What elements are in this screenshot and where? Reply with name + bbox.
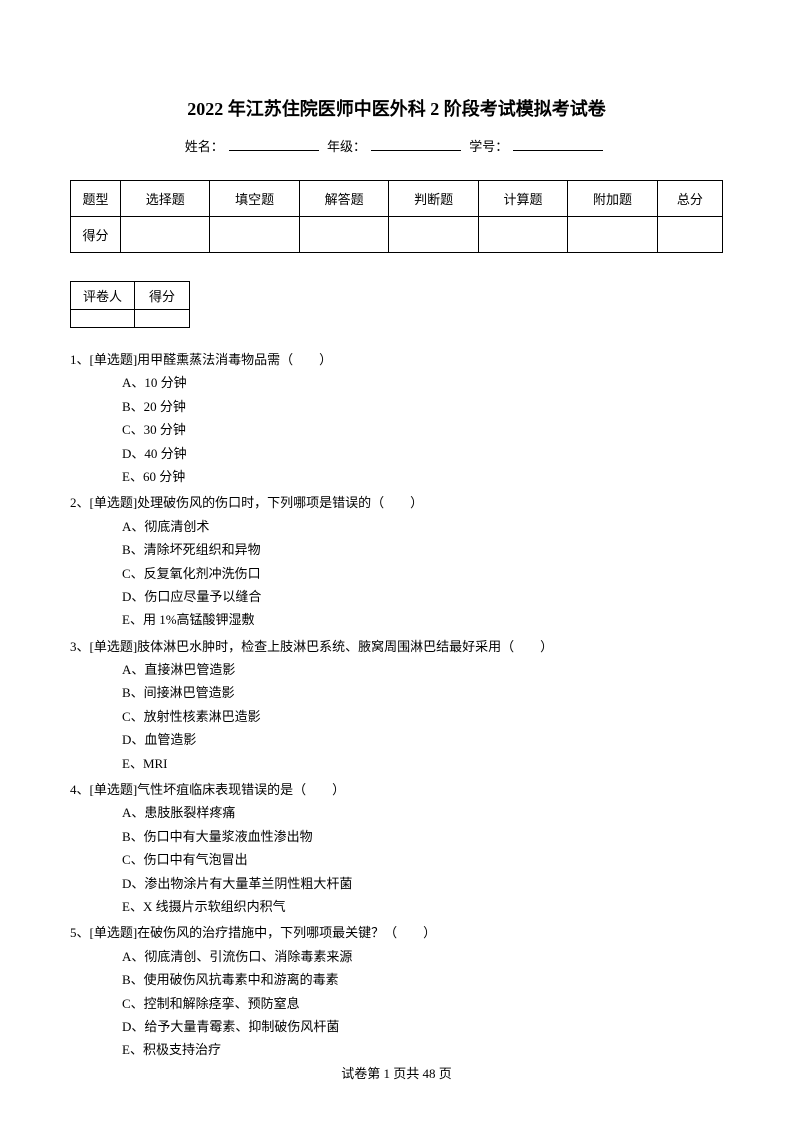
question-text: 2、[单选题]处理破伤风的伤口时，下列哪项是错误的（ ） [70,491,723,514]
option: D、血管造影 [70,728,723,751]
grade-blank [371,150,461,151]
option: C、控制和解除痉挛、预防窒息 [70,992,723,1015]
table-row [71,310,190,328]
option: C、反复氧化剂冲洗伤口 [70,562,723,585]
grader-table: 评卷人 得分 [70,281,190,328]
option: E、MRI [70,752,723,775]
type-score-table: 题型 选择题 填空题 解答题 判断题 计算题 附加题 总分 得分 [70,180,723,253]
option: B、20 分钟 [70,395,723,418]
grader-label: 评卷人 [71,282,135,310]
score-cell [135,310,190,328]
name-blank [229,150,319,151]
option: A、10 分钟 [70,371,723,394]
question-text: 1、[单选题]用甲醛熏蒸法消毒物品需（ ） [70,348,723,371]
option: D、伤口应尽量予以缝合 [70,585,723,608]
student-info: 姓名： 年级： 学号： [70,136,723,155]
question-text: 3、[单选题]肢体淋巴水肿时，检查上肢淋巴系统、腋窝周围淋巴结最好采用（ ） [70,635,723,658]
score-cell [121,217,210,253]
table-row: 得分 [71,217,723,253]
option: E、积极支持治疗 [70,1038,723,1061]
score-cell [568,217,657,253]
name-label: 姓名： [185,139,224,154]
exam-title: 2022 年江苏住院医师中医外科 2 阶段考试模拟考试卷 [70,95,723,121]
type-label: 题型 [71,181,121,217]
grader-cell [71,310,135,328]
type-header: 判断题 [389,181,478,217]
option: B、间接淋巴管造影 [70,681,723,704]
score-cell [478,217,567,253]
score-cell [299,217,388,253]
option: A、直接淋巴管造影 [70,658,723,681]
question-text: 4、[单选题]气性坏疽临床表现错误的是（ ） [70,778,723,801]
question: 3、[单选题]肢体淋巴水肿时，检查上肢淋巴系统、腋窝周围淋巴结最好采用（ ）A、… [70,635,723,775]
option: E、X 线摄片示软组织内积气 [70,895,723,918]
option: B、清除坏死组织和异物 [70,538,723,561]
score-label: 得分 [135,282,190,310]
option: B、伤口中有大量浆液血性渗出物 [70,825,723,848]
type-header: 计算题 [478,181,567,217]
option: D、40 分钟 [70,442,723,465]
grade-label: 年级： [327,139,366,154]
score-cell [210,217,299,253]
question: 4、[单选题]气性坏疽临床表现错误的是（ ）A、患肢胀裂样疼痛B、伤口中有大量浆… [70,778,723,918]
type-header: 附加题 [568,181,657,217]
type-header: 解答题 [299,181,388,217]
question: 5、[单选题]在破伤风的治疗措施中，下列哪项最关键？（ ）A、彻底清创、引流伤口… [70,921,723,1061]
option: C、放射性核素淋巴造影 [70,705,723,728]
option: A、彻底清创、引流伤口、消除毒素来源 [70,945,723,968]
score-label: 得分 [71,217,121,253]
question: 2、[单选题]处理破伤风的伤口时，下列哪项是错误的（ ）A、彻底清创术B、清除坏… [70,491,723,631]
option: B、使用破伤风抗毒素中和游离的毒素 [70,968,723,991]
option: A、彻底清创术 [70,515,723,538]
type-header: 总分 [657,181,722,217]
questions-container: 1、[单选题]用甲醛熏蒸法消毒物品需（ ）A、10 分钟B、20 分钟C、30 … [70,348,723,1062]
option: A、患肢胀裂样疼痛 [70,801,723,824]
type-header: 选择题 [121,181,210,217]
option: E、60 分钟 [70,465,723,488]
option: E、用 1%高锰酸钾湿敷 [70,608,723,631]
id-label: 学号： [469,139,508,154]
option: C、30 分钟 [70,418,723,441]
score-cell [657,217,722,253]
option: C、伤口中有气泡冒出 [70,848,723,871]
question: 1、[单选题]用甲醛熏蒸法消毒物品需（ ）A、10 分钟B、20 分钟C、30 … [70,348,723,488]
question-text: 5、[单选题]在破伤风的治疗措施中，下列哪项最关键？（ ） [70,921,723,944]
option: D、给予大量青霉素、抑制破伤风杆菌 [70,1015,723,1038]
page-footer: 试卷第 1 页共 48 页 [0,1063,793,1082]
id-blank [513,150,603,151]
table-row: 题型 选择题 填空题 解答题 判断题 计算题 附加题 总分 [71,181,723,217]
option: D、渗出物涂片有大量革兰阴性粗大杆菌 [70,872,723,895]
type-header: 填空题 [210,181,299,217]
score-cell [389,217,478,253]
table-row: 评卷人 得分 [71,282,190,310]
